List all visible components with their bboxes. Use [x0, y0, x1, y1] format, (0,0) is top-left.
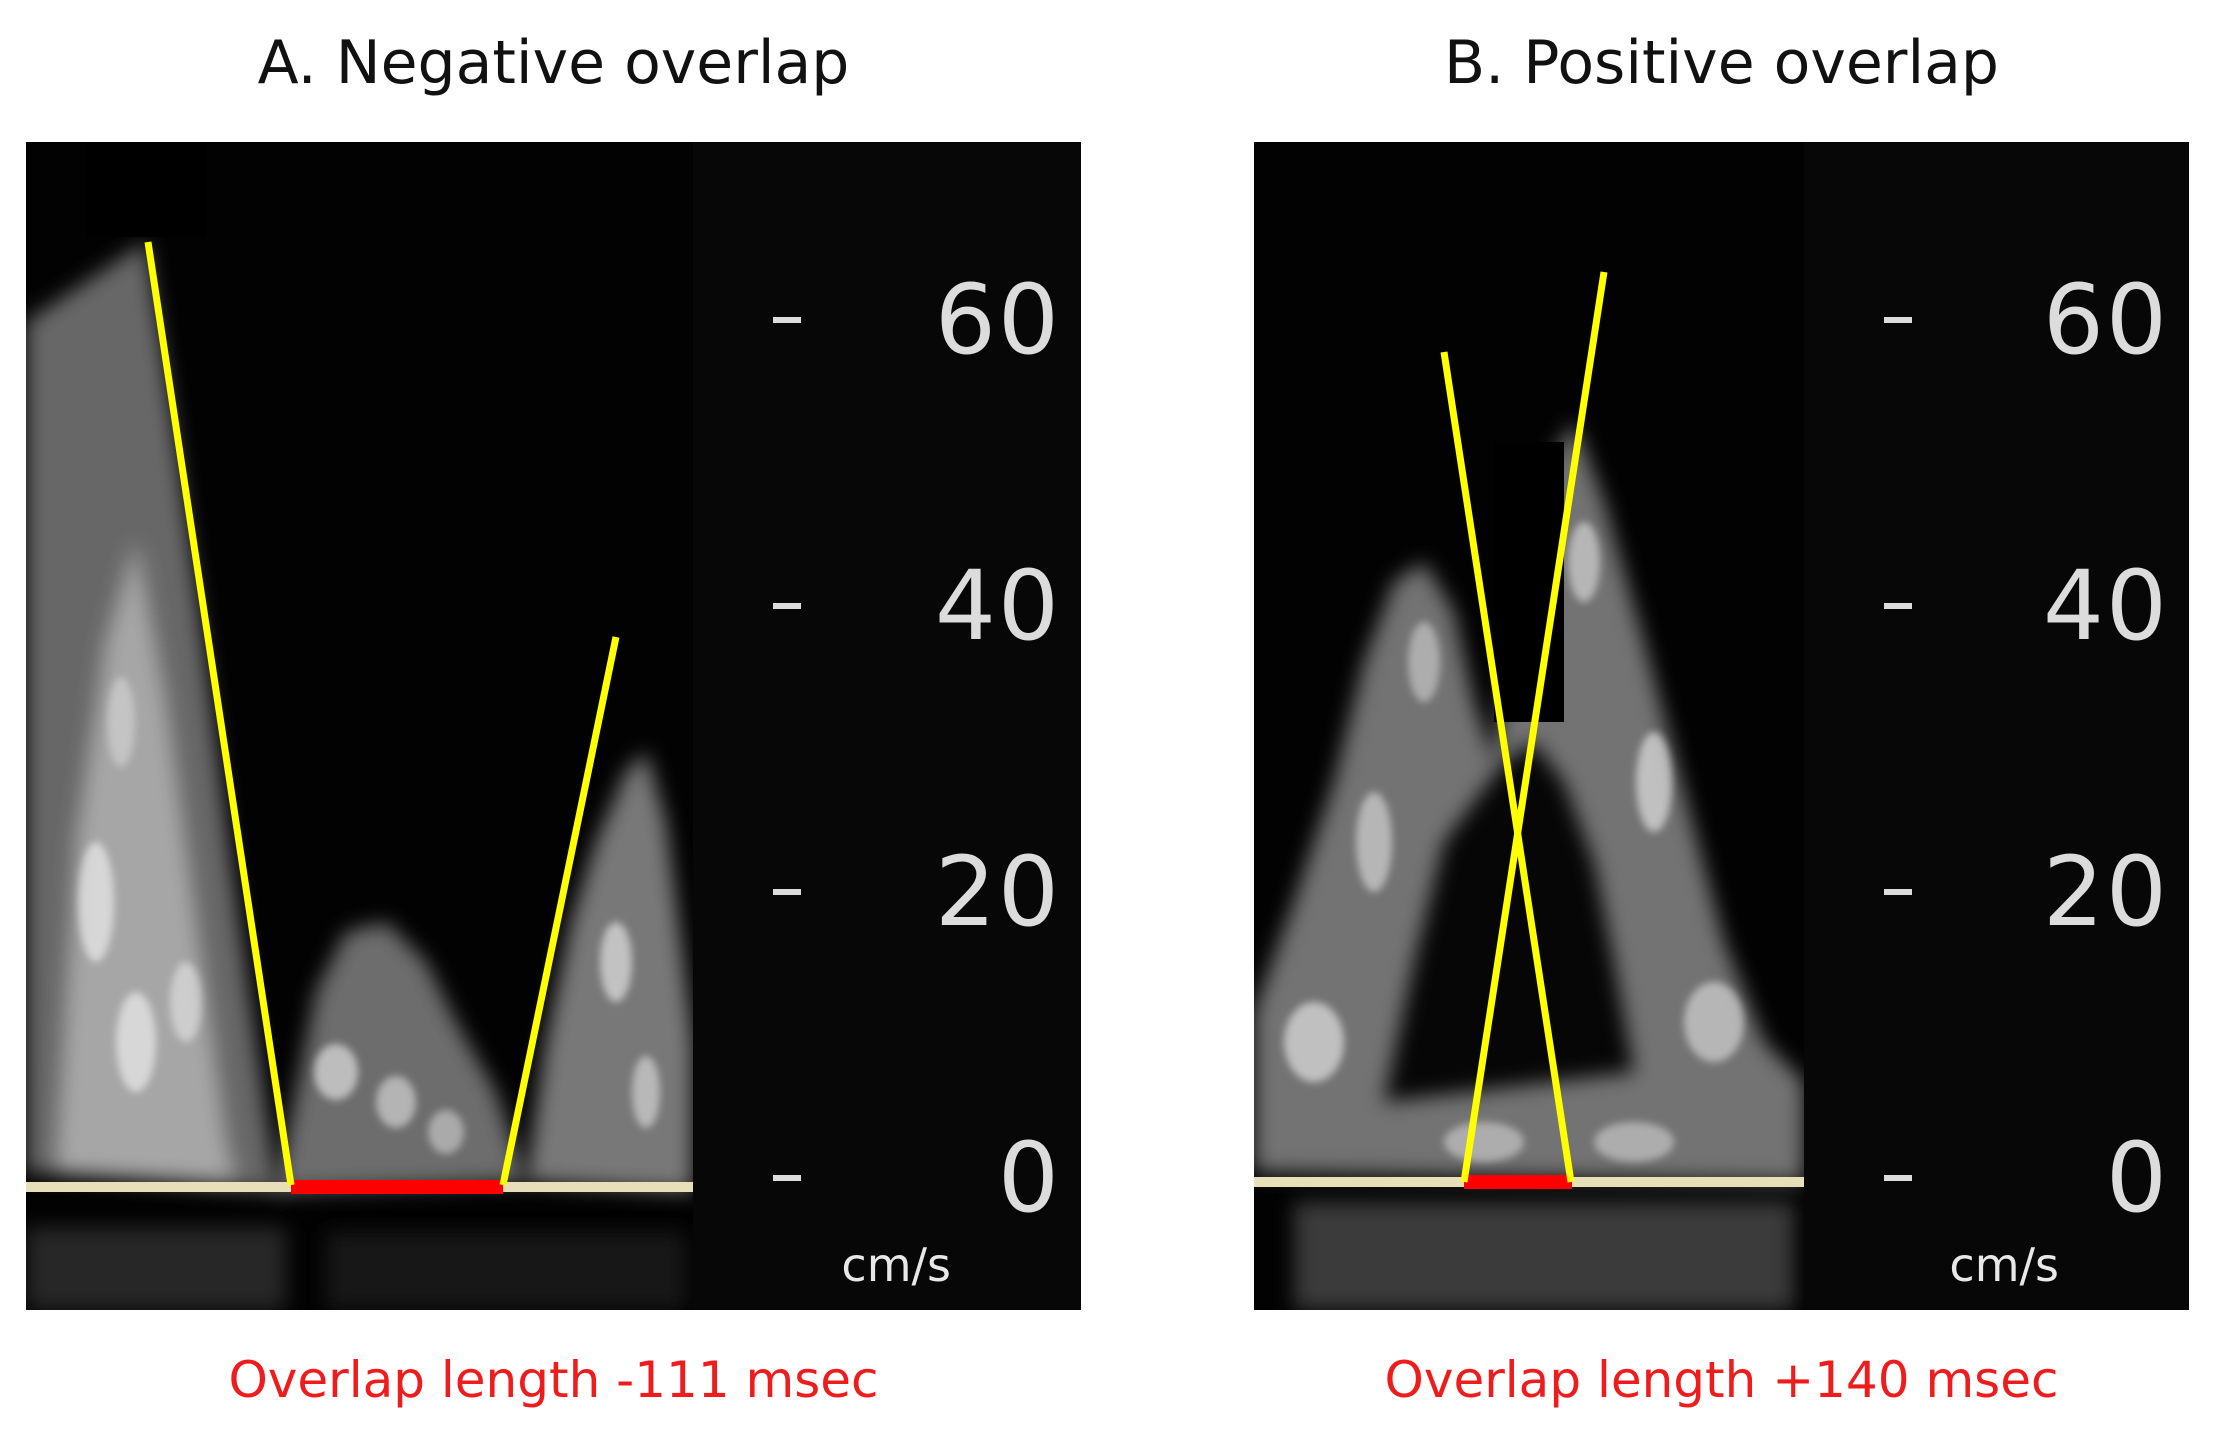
tick-dash: [773, 1175, 801, 1181]
panel-a-title: A. Negative overlap: [257, 28, 850, 98]
tick-label-40: 40: [2042, 550, 2169, 662]
tick-dash: [1884, 317, 1912, 323]
velocity-scale-a: 60 40 20 0 cm/s: [693, 142, 1081, 1310]
unit-label: cm/s: [841, 1238, 951, 1292]
unit-label: cm/s: [1949, 1238, 2059, 1292]
velocity-scale-b: 60 40 20 0 cm/s: [1804, 142, 2189, 1310]
spectral-image-a: [26, 142, 693, 1310]
deceleration-line-a: [144, 241, 295, 1186]
overlap-segment-b: [1464, 1175, 1572, 1189]
tick-dash: [1884, 889, 1912, 895]
mid-wave-envelope: [276, 922, 526, 1192]
overlap-segment-a: [291, 1180, 503, 1194]
panel-a-caption: Overlap length -111 msec: [228, 1351, 879, 1409]
spectral-image-b: [1254, 142, 1804, 1310]
tick-label-40: 40: [934, 550, 1061, 662]
tick-label-0: 0: [997, 1122, 1061, 1234]
acceleration-line-b: [1460, 271, 1608, 1183]
speckle-texture-b: [1284, 522, 1744, 1162]
deceleration-line-b: [1440, 351, 1575, 1183]
tick-label-20: 20: [934, 836, 1061, 948]
doppler-panel-a: 60 40 20 0 cm/s: [26, 142, 1081, 1310]
tick-label-0: 0: [2105, 1122, 2169, 1234]
speckle-texture-a: [78, 677, 660, 1154]
tick-dash: [1884, 603, 1912, 609]
tick-dash: [773, 889, 801, 895]
tick-dash: [773, 603, 801, 609]
panel-b-title: B. Positive overlap: [1444, 28, 1999, 98]
tick-dash: [773, 317, 801, 323]
acceleration-line-a: [499, 636, 620, 1186]
tick-label-60: 60: [2042, 264, 2169, 376]
tick-label-20: 20: [2042, 836, 2169, 948]
tick-dash: [1884, 1175, 1912, 1181]
doppler-panel-b: 60 40 20 0 cm/s: [1254, 142, 2189, 1310]
panel-b-caption: Overlap length +140 msec: [1384, 1351, 2059, 1409]
tick-label-60: 60: [934, 264, 1061, 376]
